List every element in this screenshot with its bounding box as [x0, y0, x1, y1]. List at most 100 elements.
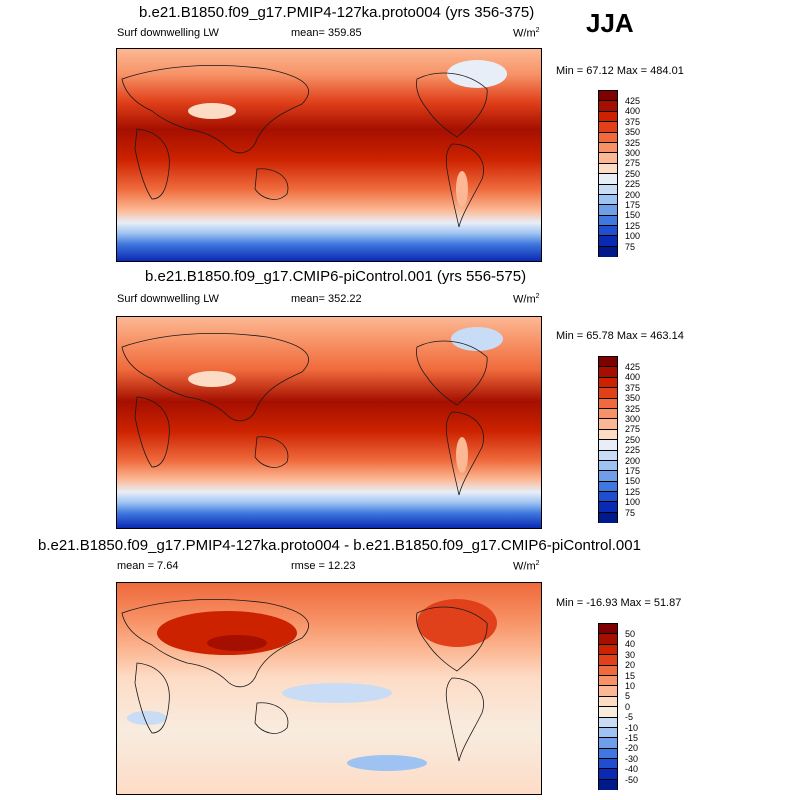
season-label: JJA: [586, 8, 634, 38]
panel-1-colorbar-swatch: [599, 163, 617, 175]
panel-2-colorbar-swatch: [599, 502, 617, 513]
panel-2-colorbar-swatch: [599, 419, 617, 430]
panel-2-colorbar-tick: 225: [625, 445, 641, 455]
panel-3-colorbar-tick: -10: [625, 723, 639, 733]
panel-2-colorbar-tick: 250: [625, 435, 641, 445]
panel-3-colorbar-swatch: [599, 634, 617, 645]
panel-2-colorbar-tick: 275: [625, 424, 641, 434]
panel-3-colorbar-swatch: [599, 686, 617, 697]
panel-1-map: [116, 48, 542, 262]
panel-2-mean-label: mean= 352.22: [291, 293, 362, 305]
panel-2-colorbar-tick: 150: [625, 476, 641, 486]
panel-1-colorbar-tick: 350: [625, 127, 641, 137]
panel-2-units-label: W/m2: [513, 293, 540, 306]
panel-3-colorbar-swatch: [599, 727, 617, 739]
panel-1-colorbar-tick: 175: [625, 200, 641, 210]
panel-1-colorbar-tick: 400: [625, 106, 641, 116]
panel-1-colorbar-tick: 225: [625, 179, 641, 189]
panel-3-colorbar-swatch: [599, 624, 617, 635]
panel-3-colorbar-tick: -30: [625, 754, 639, 764]
panel-3-colorbar-tick: 50: [625, 629, 636, 639]
panel-3-colorbar-swatch: [599, 769, 617, 780]
panel-2-colorbar-swatch: [599, 429, 617, 441]
panel-3-colorbar-swatch: [599, 759, 617, 770]
panel-3-colorbar: [598, 623, 618, 791]
panel-3-minmax-label: Min = -16.93 Max = 51.87: [556, 597, 682, 609]
panel-1-colorbar-swatch: [599, 226, 617, 237]
panel-2-colorbar-swatch: [599, 512, 617, 524]
panel-3-colorbar-tick: -15: [625, 733, 639, 743]
panel-1-colorbar: [598, 90, 618, 258]
panel-3-rmse-label: rmse = 12.23: [291, 560, 356, 572]
panel-1-colorbar-tick: 150: [625, 210, 641, 220]
panel-3-colorbar-swatch: [599, 675, 617, 687]
panel-1-units-label: W/m2: [513, 27, 540, 40]
panel-1-colorbar-swatch: [599, 101, 617, 112]
panel-1-minmax-label: Min = 67.12 Max = 484.01: [556, 65, 684, 77]
panel-3-colorbar-swatch: [599, 738, 617, 749]
panel-2-colorbar-swatch: [599, 408, 617, 420]
panel-1-colorbar-swatch: [599, 205, 617, 216]
panel-3-colorbar-tick: 30: [625, 650, 636, 660]
panel-1-colorbar-tick: 200: [625, 190, 641, 200]
panel-3-colorbar-tick: -40: [625, 764, 639, 774]
panel-2-colorbar-tick: 200: [625, 456, 641, 466]
panel-2-colorbar-tick: 350: [625, 393, 641, 403]
panel-2-variable-label: Surf downwelling LW: [117, 293, 219, 305]
panel-1-variable-label: Surf downwelling LW: [117, 27, 219, 39]
panel-2-minmax-label: Min = 65.78 Max = 463.14: [556, 330, 684, 342]
panel-1-colorbar-tick: 425: [625, 96, 641, 106]
panel-1-colorbar-tick: 75: [625, 242, 636, 252]
panel-2-colorbar-swatch: [599, 481, 617, 493]
panel-3-colorbar-swatch: [599, 644, 617, 656]
panel-2-colorbar-swatch: [599, 398, 617, 409]
panel-2-colorbar-swatch: [599, 367, 617, 378]
panel-1-colorbar-tick: 250: [625, 169, 641, 179]
panel-2-colorbar-tick: 375: [625, 383, 641, 393]
panel-1-colorbar-tick: 125: [625, 221, 641, 231]
panel-2-colorbar-swatch: [599, 357, 617, 368]
panel-2-colorbar-swatch: [599, 440, 617, 451]
panel-3-colorbar-tick: 15: [625, 671, 636, 681]
panel-1-colorbar-swatch: [599, 236, 617, 247]
panel-3-colorbar-tick: -20: [625, 743, 639, 753]
panel-1-colorbar-swatch: [599, 111, 617, 123]
panel-1-mean-label: mean= 359.85: [291, 27, 362, 39]
panel-2-colorbar-swatch: [599, 460, 617, 472]
panel-1-colorbar-swatch: [599, 174, 617, 185]
panel-1-colorbar-swatch: [599, 184, 617, 195]
panel-2-colorbar-tick: 125: [625, 487, 641, 497]
panel-3-colorbar-tick: 5: [625, 691, 631, 701]
panel-3-colorbar-tick: 10: [625, 681, 636, 691]
panel-2-colorbar-tick: 300: [625, 414, 641, 424]
panel-1-colorbar-swatch: [599, 194, 617, 206]
panel-3-colorbar-tick: 40: [625, 639, 636, 649]
panel-3-mean-label: mean = 7.64: [117, 560, 179, 572]
panel-1-colorbar-tick: 325: [625, 138, 641, 148]
panel-3-colorbar-tick: 0: [625, 702, 631, 712]
panel-1-colorbar-swatch: [599, 215, 617, 227]
panel-2-colorbar-swatch: [599, 450, 617, 461]
panel-1-colorbar-tick: 275: [625, 158, 641, 168]
panel-3-colorbar-swatch: [599, 707, 617, 718]
panel-1-colorbar-swatch: [599, 132, 617, 143]
panel-2-colorbar: [598, 356, 618, 524]
panel-2-colorbar-tick: 425: [625, 362, 641, 372]
panel-1-colorbar-tick: 300: [625, 148, 641, 158]
panel-3-colorbar-swatch: [599, 696, 617, 708]
panel-3-title: b.e21.B1850.f09_g17.PMIP4-127ka.proto004…: [38, 537, 641, 554]
panel-2-colorbar-swatch: [599, 492, 617, 503]
panel-1-colorbar-tick: 375: [625, 117, 641, 127]
panel-3-colorbar-swatch: [599, 655, 617, 666]
panel-1-colorbar-tick: 100: [625, 231, 641, 241]
panel-2-colorbar-tick: 400: [625, 372, 641, 382]
panel-2-map: [116, 316, 542, 529]
panel-3-colorbar-swatch: [599, 748, 617, 760]
panel-3-colorbar-tick: 20: [625, 660, 636, 670]
panel-1-colorbar-swatch: [599, 91, 617, 102]
panel-3-colorbar-swatch: [599, 717, 617, 728]
panel-2-colorbar-tick: 175: [625, 466, 641, 476]
panel-1-title: b.e21.B1850.f09_g17.PMIP4-127ka.proto004…: [139, 4, 535, 21]
panel-2-colorbar-swatch: [599, 377, 617, 389]
panel-3-units-label: W/m2: [513, 560, 540, 573]
